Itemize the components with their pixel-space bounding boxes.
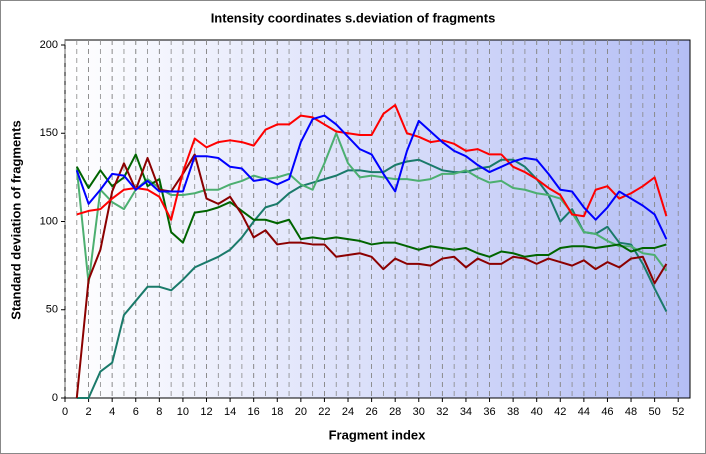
x-tick-label: 24 bbox=[342, 406, 354, 418]
x-tick-label: 18 bbox=[271, 406, 283, 418]
line-series bbox=[75, 153, 667, 258]
x-tick-label: 4 bbox=[109, 406, 115, 418]
x-tick-label: 28 bbox=[389, 406, 401, 418]
x-tick-label: 36 bbox=[483, 406, 495, 418]
line-series bbox=[76, 158, 668, 399]
x-tick-label: 16 bbox=[248, 406, 260, 418]
y-tick-label: 100 bbox=[40, 215, 58, 227]
y-tick-label: 200 bbox=[40, 39, 58, 51]
x-tick-label: 48 bbox=[625, 406, 637, 418]
y-axis-label: Standard deviation of fragments bbox=[8, 120, 23, 319]
x-tick-label: 0 bbox=[62, 406, 68, 418]
x-tick-label: 50 bbox=[648, 406, 660, 418]
x-tick-label: 34 bbox=[460, 406, 472, 418]
x-tick-label: 46 bbox=[601, 406, 613, 418]
x-tick-label: 42 bbox=[554, 406, 566, 418]
y-tick-label: 0 bbox=[52, 392, 58, 404]
x-tick-label: 10 bbox=[177, 406, 189, 418]
x-tick-label: 44 bbox=[578, 406, 590, 418]
chart-title: Intensity coordinates s.deviation of fra… bbox=[211, 10, 496, 25]
x-tick-label: 6 bbox=[133, 406, 139, 418]
x-tick-label: 8 bbox=[156, 406, 162, 418]
x-tick-label: 40 bbox=[531, 406, 543, 418]
x-tick-label: 20 bbox=[295, 406, 307, 418]
x-tick-label: 38 bbox=[507, 406, 519, 418]
x-tick-label: 22 bbox=[318, 406, 330, 418]
x-tick-label: 30 bbox=[413, 406, 425, 418]
x-tick-label: 2 bbox=[86, 406, 92, 418]
x-tick-label: 14 bbox=[224, 406, 236, 418]
x-tick-label: 26 bbox=[365, 406, 377, 418]
line-series bbox=[76, 104, 668, 221]
line-series bbox=[75, 153, 668, 399]
x-tick-label: 32 bbox=[436, 406, 448, 418]
line-series bbox=[75, 114, 668, 240]
x-tick-label: 12 bbox=[200, 406, 212, 418]
x-tick-label: 52 bbox=[672, 406, 684, 418]
y-tick-label: 150 bbox=[40, 127, 58, 139]
y-tick-label: 50 bbox=[46, 304, 58, 316]
x-axis-label: Fragment index bbox=[329, 427, 427, 442]
